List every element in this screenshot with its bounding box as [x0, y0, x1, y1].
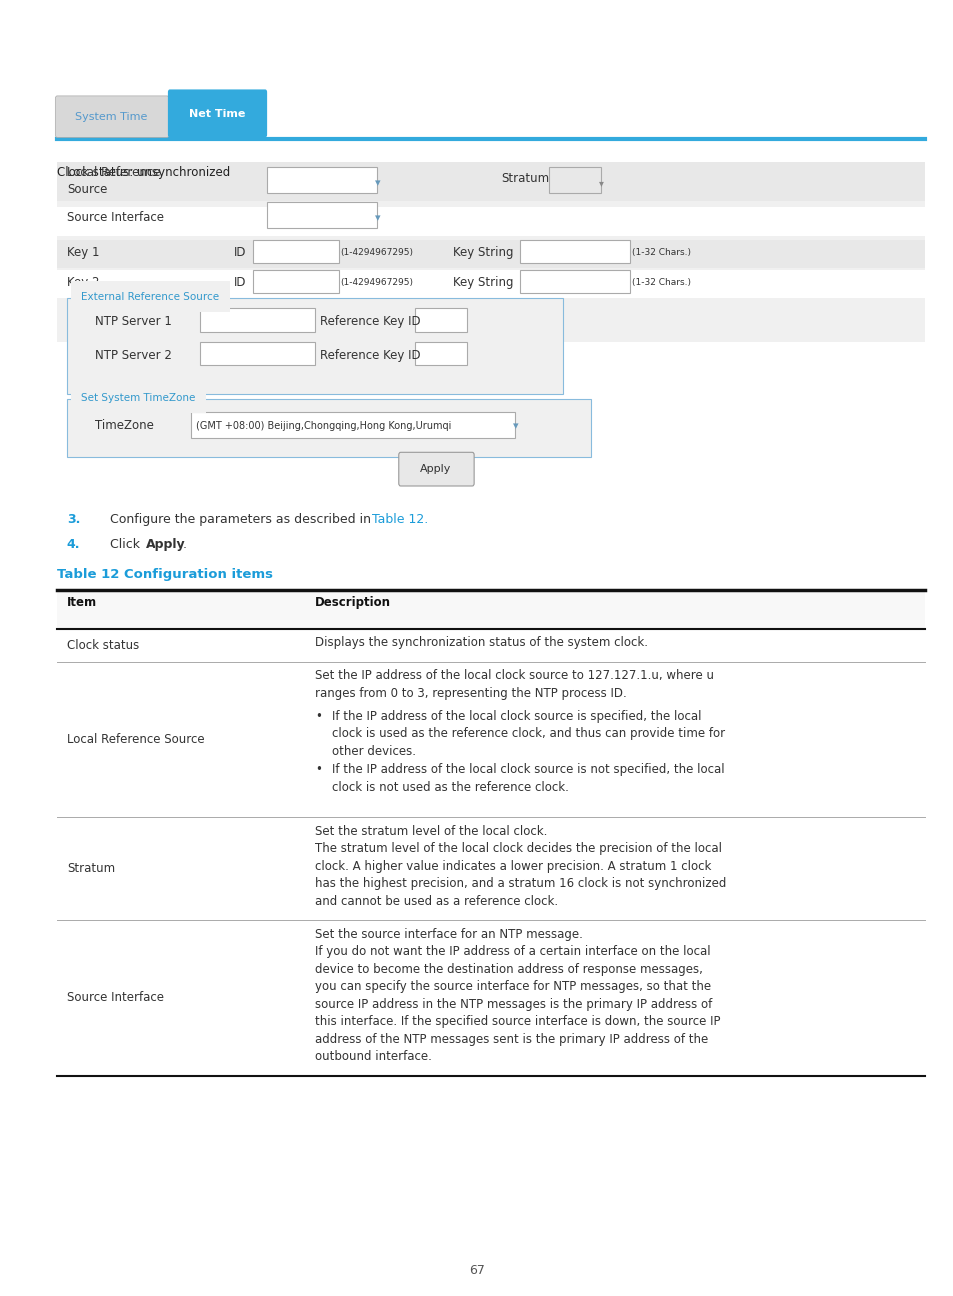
Text: (1-32 Chars.): (1-32 Chars.) [631, 279, 690, 286]
Text: Stratum: Stratum [67, 862, 114, 875]
FancyBboxPatch shape [415, 342, 467, 365]
Text: you can specify the source interface for NTP messages, so that the: you can specify the source interface for… [314, 981, 710, 994]
Text: Key 1: Key 1 [67, 246, 99, 259]
Bar [57, 207, 924, 236]
Text: Clock status: Clock status [67, 639, 139, 652]
Text: •: • [314, 763, 321, 776]
Text: ▾: ▾ [513, 421, 518, 432]
Bar [57, 240, 924, 268]
Text: (GMT +08:00) Beijing,Chongqing,Hong Kong,Urumqi: (GMT +08:00) Beijing,Chongqing,Hong Kong… [195, 421, 451, 432]
Text: NTP Server 2: NTP Server 2 [95, 349, 172, 362]
Text: (1-4294967295): (1-4294967295) [340, 249, 414, 257]
Text: Table 12 Configuration items: Table 12 Configuration items [57, 568, 273, 581]
Text: Key 2: Key 2 [67, 276, 99, 289]
Text: source IP address in the NTP messages is the primary IP address of: source IP address in the NTP messages is… [314, 998, 711, 1011]
FancyBboxPatch shape [200, 308, 314, 332]
FancyBboxPatch shape [253, 270, 338, 293]
FancyBboxPatch shape [191, 412, 515, 438]
Text: ID: ID [233, 246, 246, 259]
Text: ▾: ▾ [375, 178, 380, 188]
Text: Apply: Apply [146, 538, 186, 551]
FancyBboxPatch shape [55, 96, 169, 137]
Text: Displays the synchronization status of the system clock.: Displays the synchronization status of t… [314, 636, 647, 649]
FancyBboxPatch shape [415, 308, 467, 332]
Text: clock is used as the reference clock, and thus can provide time for: clock is used as the reference clock, an… [332, 727, 724, 740]
Text: ranges from 0 to 3, representing the NTP process ID.: ranges from 0 to 3, representing the NTP… [314, 687, 626, 700]
Text: address of the NTP messages sent is the primary IP address of the: address of the NTP messages sent is the … [314, 1033, 707, 1046]
FancyBboxPatch shape [168, 89, 267, 137]
Text: If you do not want the IP address of a certain interface on the local: If you do not want the IP address of a c… [314, 946, 710, 959]
Text: The stratum level of the local clock decides the precision of the local: The stratum level of the local clock dec… [314, 842, 721, 855]
Text: Source Interface: Source Interface [67, 211, 164, 224]
Bar [57, 162, 924, 201]
Text: If the IP address of the local clock source is specified, the local: If the IP address of the local clock sou… [332, 710, 700, 723]
FancyBboxPatch shape [200, 342, 314, 365]
Bar [57, 270, 924, 298]
FancyBboxPatch shape [267, 202, 376, 228]
Text: clock. A higher value indicates a lower precision. A stratum 1 clock: clock. A higher value indicates a lower … [314, 861, 710, 874]
Text: ID: ID [233, 276, 246, 289]
FancyBboxPatch shape [67, 399, 591, 457]
Text: Key String: Key String [453, 276, 513, 289]
Text: ▾: ▾ [375, 213, 380, 223]
Text: device to become the destination address of response messages,: device to become the destination address… [314, 963, 702, 976]
Text: (1-4294967295): (1-4294967295) [340, 279, 414, 286]
FancyBboxPatch shape [267, 167, 376, 193]
FancyBboxPatch shape [253, 240, 338, 263]
Text: other devices.: other devices. [332, 745, 416, 758]
Bar [57, 176, 924, 342]
Text: 4.: 4. [67, 538, 80, 551]
Text: Stratum: Stratum [500, 172, 548, 185]
Text: Local Reference Source: Local Reference Source [67, 732, 204, 746]
Text: clock is not used as the reference clock.: clock is not used as the reference clock… [332, 781, 568, 794]
Text: has the highest precision, and a stratum 16 clock is not synchronized: has the highest precision, and a stratum… [314, 877, 725, 890]
Text: 3.: 3. [67, 513, 80, 526]
Text: 67: 67 [469, 1264, 484, 1277]
Text: •: • [314, 710, 321, 723]
Text: Set the stratum level of the local clock.: Set the stratum level of the local clock… [314, 826, 547, 839]
Text: Configure the parameters as described in: Configure the parameters as described in [110, 513, 375, 526]
Text: Net Time: Net Time [189, 109, 246, 119]
Text: Reference Key ID: Reference Key ID [319, 349, 419, 362]
Text: TimeZone: TimeZone [95, 419, 154, 432]
Text: .: . [182, 538, 186, 551]
Text: Set the source interface for an NTP message.: Set the source interface for an NTP mess… [314, 928, 582, 941]
Text: Description: Description [314, 596, 391, 609]
FancyBboxPatch shape [519, 270, 629, 293]
Text: Set System TimeZone: Set System TimeZone [81, 393, 195, 403]
Text: Clock status: unsynchronized: Clock status: unsynchronized [57, 166, 231, 179]
FancyBboxPatch shape [519, 240, 629, 263]
Text: Key String: Key String [453, 246, 513, 259]
Text: Set the IP address of the local clock source to 127.127.1.u, where u: Set the IP address of the local clock so… [314, 669, 713, 683]
FancyBboxPatch shape [548, 167, 600, 193]
Text: ▾: ▾ [598, 178, 603, 188]
Text: Figure 45 Network time: Figure 45 Network time [57, 98, 243, 113]
Text: this interface. If the specified source interface is down, the source IP: this interface. If the specified source … [314, 1016, 720, 1029]
Text: outbound interface.: outbound interface. [314, 1051, 432, 1064]
Text: External Reference Source: External Reference Source [81, 292, 219, 302]
Text: and cannot be used as a reference clock.: and cannot be used as a reference clock. [314, 896, 558, 908]
Text: Item: Item [67, 596, 97, 609]
Text: System Time: System Time [75, 111, 148, 122]
FancyBboxPatch shape [67, 298, 562, 394]
Text: Click: Click [110, 538, 144, 551]
Text: Table 12.: Table 12. [372, 513, 428, 526]
FancyBboxPatch shape [398, 452, 474, 486]
Bar [57, 590, 924, 629]
Text: (1-32 Chars.): (1-32 Chars.) [631, 249, 690, 257]
Text: Reference Key ID: Reference Key ID [319, 315, 419, 328]
Text: Local Reference
Source: Local Reference Source [67, 166, 160, 196]
Text: Apply: Apply [420, 464, 451, 474]
Text: Source Interface: Source Interface [67, 991, 164, 1004]
Text: If the IP address of the local clock source is not specified, the local: If the IP address of the local clock sou… [332, 763, 724, 776]
Text: NTP Server 1: NTP Server 1 [95, 315, 172, 328]
